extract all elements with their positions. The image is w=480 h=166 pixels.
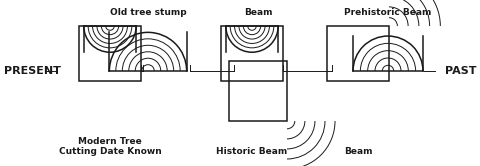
Text: Historic Beam: Historic Beam: [216, 147, 288, 156]
Text: PAST: PAST: [444, 66, 476, 76]
Text: Beam: Beam: [244, 8, 272, 17]
Text: Modern Tree
Cutting Date Known: Modern Tree Cutting Date Known: [59, 137, 161, 156]
Bar: [221, 26, 283, 81]
Bar: [79, 26, 141, 81]
Text: Prehistoric Beam: Prehistoric Beam: [344, 8, 432, 17]
Bar: [327, 26, 389, 81]
Text: PRESENT: PRESENT: [4, 66, 61, 76]
Text: Old tree stump: Old tree stump: [110, 8, 186, 17]
Bar: [229, 61, 287, 121]
Text: Beam: Beam: [344, 147, 372, 156]
